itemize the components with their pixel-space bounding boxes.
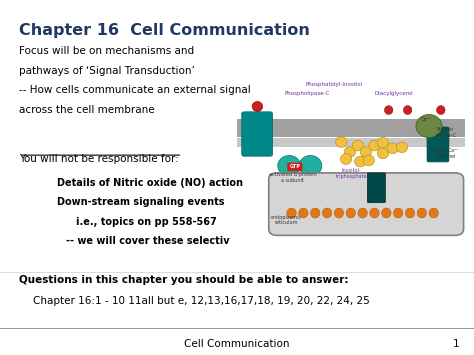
Text: activated G-protein
a subunit: activated G-protein a subunit (269, 172, 317, 183)
Ellipse shape (340, 154, 352, 164)
Text: Ca²⁺: Ca²⁺ (421, 118, 432, 122)
Text: Down-stream signaling events: Down-stream signaling events (57, 197, 224, 207)
Ellipse shape (344, 147, 356, 157)
FancyBboxPatch shape (367, 173, 385, 203)
Text: GTP: GTP (290, 164, 300, 169)
Ellipse shape (299, 155, 322, 176)
Ellipse shape (336, 137, 347, 147)
Bar (237, 138, 465, 147)
Ellipse shape (358, 208, 367, 218)
Ellipse shape (322, 208, 332, 218)
Text: open Ca²⁺
channel: open Ca²⁺ channel (434, 148, 459, 159)
Text: i.e., topics on pp 558-567: i.e., topics on pp 558-567 (76, 217, 217, 226)
Ellipse shape (369, 140, 380, 151)
Text: You will not be responsible for:: You will not be responsible for: (19, 154, 179, 164)
Ellipse shape (363, 155, 374, 166)
Text: Chapter 16:1 - 10 11all but e, 12,13,16,17,18, 19, 20, 22, 24, 25: Chapter 16:1 - 10 11all but e, 12,13,16,… (33, 296, 370, 306)
Text: endoplasmic
reticulum: endoplasmic reticulum (270, 214, 301, 225)
Text: Details of Nitric oxide (NO) action: Details of Nitric oxide (NO) action (57, 178, 243, 187)
Text: Protein
kinase-C: Protein kinase-C (435, 127, 456, 138)
Ellipse shape (429, 208, 438, 218)
Text: Focus will be on mechanisms and: Focus will be on mechanisms and (19, 46, 194, 56)
Ellipse shape (370, 208, 379, 218)
Ellipse shape (355, 156, 366, 167)
FancyBboxPatch shape (287, 163, 302, 171)
Ellipse shape (437, 106, 445, 114)
Ellipse shape (299, 208, 308, 218)
Ellipse shape (387, 143, 398, 154)
Ellipse shape (287, 208, 296, 218)
Ellipse shape (405, 208, 415, 218)
Ellipse shape (396, 142, 408, 153)
FancyBboxPatch shape (427, 127, 449, 162)
Ellipse shape (360, 147, 372, 157)
FancyBboxPatch shape (269, 173, 464, 235)
Text: Cell Communication: Cell Communication (184, 339, 290, 349)
Text: Phospholipase-C: Phospholipase-C (284, 91, 330, 96)
Ellipse shape (384, 106, 393, 114)
Text: pathways of ‘Signal Transduction’: pathways of ‘Signal Transduction’ (19, 66, 195, 76)
Ellipse shape (377, 148, 389, 159)
Ellipse shape (403, 106, 412, 114)
Ellipse shape (382, 208, 391, 218)
Text: -- we will cover these selectiv: -- we will cover these selectiv (66, 236, 230, 246)
FancyBboxPatch shape (242, 112, 273, 156)
Ellipse shape (278, 155, 301, 176)
Ellipse shape (393, 208, 403, 218)
Ellipse shape (416, 114, 442, 137)
Ellipse shape (334, 208, 344, 218)
Text: 1: 1 (453, 339, 460, 349)
Ellipse shape (377, 137, 389, 148)
Bar (237, 119, 465, 137)
Text: -- How cells communicate an external signal: -- How cells communicate an external sig… (19, 85, 251, 95)
Text: Questions in this chapter you should be able to answer:: Questions in this chapter you should be … (19, 275, 348, 285)
Text: Phosphatidyl-Inositol: Phosphatidyl-Inositol (306, 82, 363, 87)
Text: Chapter 16  Cell Communication: Chapter 16 Cell Communication (19, 23, 310, 38)
Text: Inositol-
triphosphate: Inositol- triphosphate (336, 168, 367, 179)
Text: across the cell membrane: across the cell membrane (19, 105, 155, 115)
Ellipse shape (346, 208, 356, 218)
Text: Diacylglycerol: Diacylglycerol (374, 91, 413, 96)
Ellipse shape (310, 208, 320, 218)
Ellipse shape (252, 102, 263, 111)
Ellipse shape (417, 208, 427, 218)
Ellipse shape (352, 140, 364, 151)
